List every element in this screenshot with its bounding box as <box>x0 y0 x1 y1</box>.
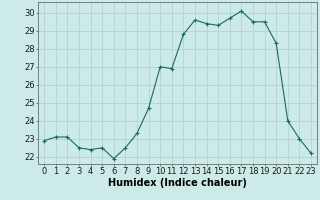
X-axis label: Humidex (Indice chaleur): Humidex (Indice chaleur) <box>108 178 247 188</box>
